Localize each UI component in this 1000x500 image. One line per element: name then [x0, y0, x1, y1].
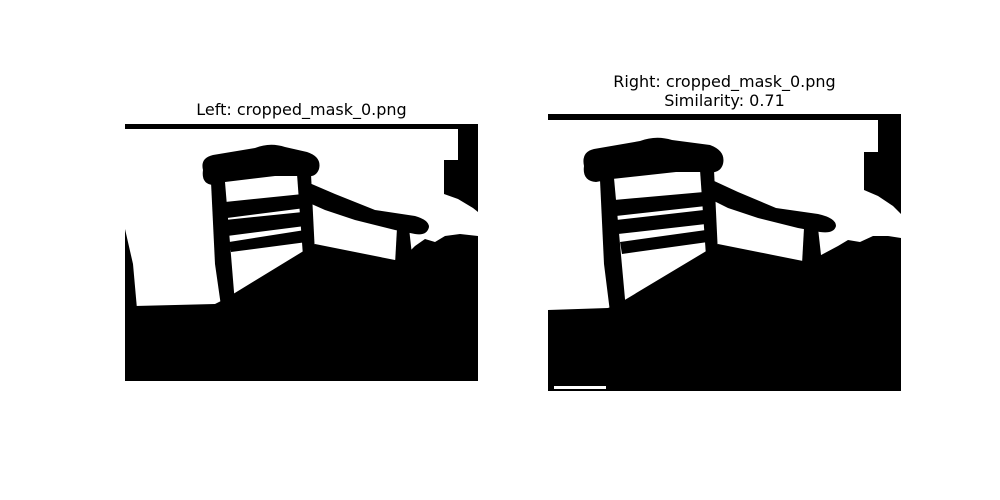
right-title-text: Right: cropped_mask_0.png — [613, 72, 836, 91]
mask-chair-left-post — [600, 178, 626, 312]
mask-right-object — [444, 124, 478, 212]
mask-top-strip — [548, 114, 901, 120]
mask-chair-slat-2 — [616, 210, 706, 234]
mask-top-strip — [125, 124, 478, 129]
mask-left-edge — [125, 229, 137, 381]
mask-chair-slat-2 — [225, 212, 305, 236]
mask-chair-arm-support — [802, 228, 822, 264]
mask-chair-arm-support — [395, 228, 413, 264]
mask-right-object — [864, 114, 901, 214]
mask-chair-top-rail — [202, 144, 320, 185]
mask-bottom-speckles — [554, 386, 606, 389]
mask-chair-arm — [712, 180, 836, 233]
mask-chair-top-rail — [583, 137, 724, 182]
mask-chair-slat-1 — [614, 192, 706, 216]
right-mask-image — [548, 114, 901, 391]
similarity-score: Similarity: 0.71 — [664, 91, 785, 110]
mask-chair-left-post — [211, 182, 235, 306]
left-title-text: Left: cropped_mask_0.png — [196, 100, 407, 119]
left-panel-title: Left: cropped_mask_0.png — [125, 100, 478, 119]
mask-chair-slat-3 — [229, 230, 307, 252]
mask-floor-region — [548, 236, 901, 391]
mask-chair-arm — [307, 182, 429, 235]
left-mask-image — [125, 124, 478, 381]
mask-chair-slat-1 — [225, 194, 305, 218]
mask-floor-region — [135, 234, 478, 381]
mask-chair-slat-3 — [620, 230, 708, 254]
right-panel-title: Right: cropped_mask_0.png Similarity: 0.… — [548, 72, 901, 110]
